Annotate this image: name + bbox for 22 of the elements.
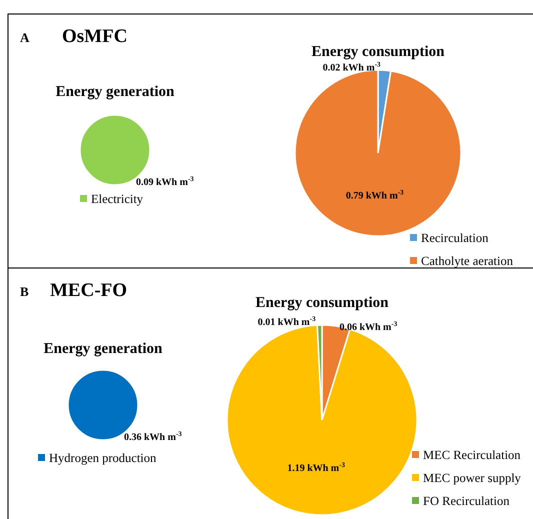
legend-label: MEC power supply (423, 471, 522, 485)
data-label: 0.01 kWh m$^{-3}$ (258, 315, 316, 328)
chart-title: Energy consumption (256, 295, 390, 311)
text: MEC-FO (50, 280, 128, 301)
data-label: 0.79 kWh m$^{-3}$ (346, 188, 404, 202)
legend-label: Electricity (91, 192, 144, 206)
chart-title: Energy generation (56, 84, 176, 100)
text: A (20, 30, 30, 45)
data-label: 0.09 kWh m$^{-3}$ (136, 175, 194, 188)
legend-label: FO Recirculation (423, 494, 510, 508)
legend-label: Hydrogen production (49, 451, 158, 465)
text: B (20, 284, 29, 299)
legend-label: MEC Recirculation (423, 448, 522, 462)
data-label: 0.36 kWh m$^{-3}$ (124, 430, 182, 443)
text: OsMFC (62, 26, 128, 47)
chart-title: Energy generation (44, 341, 164, 357)
data-label: 0.06 kWh m$^{-3}$ (339, 320, 398, 334)
chart-title: Energy consumption (312, 44, 446, 60)
data-label: 0.02 kWh m$^{-3}$ (322, 60, 382, 74)
legend-label: Recirculation (421, 231, 490, 245)
legend-label: Catholyte aeration (421, 254, 514, 268)
data-label: 1.19 kWh m$^{-3}$ (287, 461, 346, 474)
